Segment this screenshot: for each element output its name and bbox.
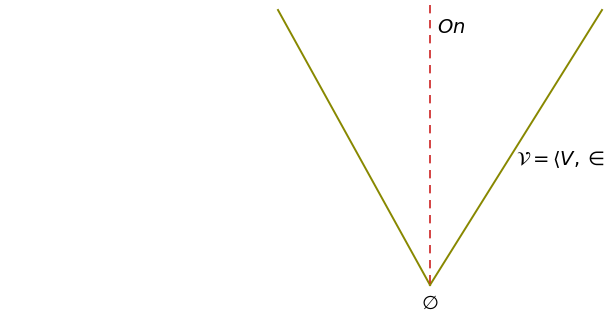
Text: $\emptyset$: $\emptyset$ — [421, 294, 438, 313]
Text: $\mathit{On}$: $\mathit{On}$ — [437, 18, 465, 37]
Text: $\mathcal{V} = \langle V, {\in}\rangle$: $\mathcal{V} = \langle V, {\in}\rangle$ — [516, 150, 609, 170]
